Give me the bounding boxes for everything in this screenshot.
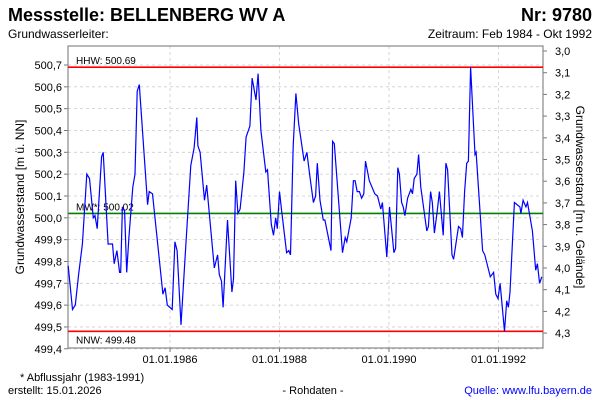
y-tick-label: 500,6 (34, 82, 62, 94)
y-right-tick-label: 3,7 (555, 198, 570, 210)
y-right-tick-label: 3,3 (555, 111, 570, 123)
y-tick-label: 500,5 (34, 104, 62, 116)
plot-frame (67, 45, 544, 349)
y-right-tick-label: 3,1 (555, 68, 570, 80)
reference-label-mw: MW*: 500.02 (76, 202, 134, 213)
y-tick-label: 499,7 (34, 278, 62, 290)
y-tick-label: 500,7 (34, 60, 62, 72)
y-tick-label: 500,3 (34, 147, 62, 159)
period-label: Zeitraum: Feb 1984 - Okt 1992 (428, 27, 592, 41)
y-tick-label: 499,8 (34, 256, 62, 268)
y-axis-label: Grundwasserstand [m ü. NN] (13, 120, 27, 275)
y-tick-label: 500,0 (34, 213, 62, 225)
y-right-tick-label: 4,0 (555, 263, 570, 275)
y-right-tick-label: 3,8 (555, 220, 570, 232)
y-tick-label: 500,4 (34, 125, 62, 137)
y-right-tick-label: 3,4 (555, 133, 570, 145)
y-right-tick-label: 4,3 (555, 328, 570, 340)
reference-label-nnw: NNW: 499.48 (76, 335, 136, 346)
y-axis-right-label: Grundwasserstand [m u. Gelände] (573, 106, 587, 289)
y-tick-label: 499,9 (34, 235, 62, 247)
y-right-tick-label: 3,6 (555, 176, 570, 188)
x-tick-label: 01.01.1990 (361, 354, 416, 366)
station-number: Nr: 9780 (521, 5, 592, 25)
y-right-tick-label: 3,2 (555, 89, 570, 101)
created-date: erstellt: 15.01.2026 (8, 385, 102, 397)
x-tick-label: 01.01.1986 (142, 354, 197, 366)
x-tick-label: 01.01.1988 (252, 354, 307, 366)
y-tick-label: 499,5 (34, 322, 62, 334)
series-line-groundwater (67, 67, 543, 332)
y-right-tick-label: 4,2 (555, 306, 570, 318)
y-right-tick-label: 3,9 (555, 241, 570, 253)
y-tick-label: 500,2 (34, 169, 62, 181)
y-tick-label: 499,4 (34, 344, 62, 356)
x-tick-label: 01.01.1992 (471, 354, 526, 366)
raw-data-note: - Rohdaten - (282, 385, 343, 397)
reference-label-hhw: HHW: 500.69 (76, 56, 136, 67)
y-right-tick-label: 4,1 (555, 285, 570, 297)
station-title: Messstelle: BELLENBERG WV A (8, 5, 285, 25)
aquifer-label: Grundwasserleiter: (8, 27, 109, 41)
y-right-tick-label: 3,0 (555, 46, 570, 58)
footnote: * Abflussjahr (1983-1991) (20, 372, 144, 384)
source-link[interactable]: Quelle: www.lfu.bayern.de (464, 385, 592, 397)
y-tick-label: 500,1 (34, 191, 62, 203)
y-right-tick-label: 3,5 (555, 155, 570, 167)
y-tick-label: 499,6 (34, 300, 62, 312)
